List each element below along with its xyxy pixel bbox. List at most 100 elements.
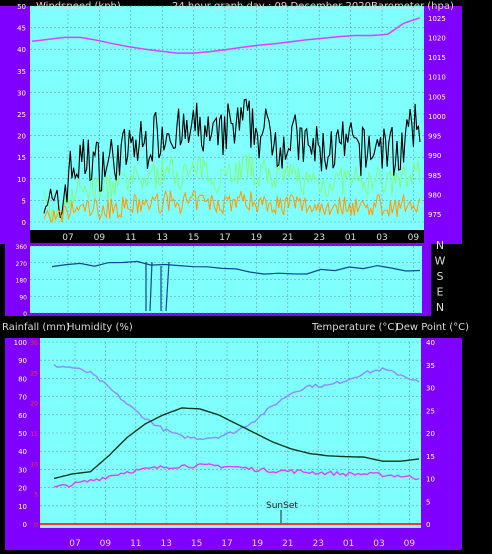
humidity-y-ticks: 0 10 20 30 40 50 60 70 80 90 100 [14,339,27,529]
barometer-y-tick-label: 1010 [428,74,446,82]
wind-y-ticks: 0 5 10 15 20 25 30 35 40 45 50 [17,3,26,227]
barometer-y-tick-label: 995 [428,133,441,141]
rain-y-tick-label: 20 [30,401,38,408]
wind-x-tick-label: 11 [125,233,136,243]
wind-x-tick-label: 07 [62,233,73,243]
direction-gridlines [30,245,422,314]
temperature-axis-panel [421,338,462,550]
humidity-y-tick-label: 90 [18,357,27,365]
barometer-y-tick-label: 975 [428,211,441,219]
humidity-y-tick-label: 20 [18,485,27,493]
wind-x-tick-label: 13 [156,233,167,243]
temp-x-tick-label: 23 [312,539,323,549]
temp-x-tick-label: 09 [404,539,416,549]
sunset-label: SunSet [266,501,298,511]
wind-series [43,98,421,223]
wind-y-tick-label: 30 [17,89,26,97]
temperature-y-tick-label: 30 [426,385,435,393]
temp-series [53,363,420,488]
temperature-y-tick-label: 5 [426,498,430,506]
direction-y-tick-label: 360 [16,244,28,251]
right-axis-panel [424,6,462,244]
wind-direction-swing [149,261,153,312]
wind-y-tick-label: 40 [17,46,26,54]
humidity-y-tick-label: 50 [18,430,27,438]
rain-y-tick-label: 10 [30,461,38,468]
temp-x-ticks: 07 09 11 13 15 17 19 21 23 01 03 09 [69,539,415,549]
left-axis-panel [0,6,30,244]
temperature-line [53,407,420,480]
direction-y-tick-label: 180 [16,278,28,285]
dewpoint-axis-title: Dew Point (°C) [396,322,469,333]
dewpoint-line [53,463,420,488]
compass-label: N [436,239,444,252]
compass-label: S [437,270,444,283]
direction-series [51,260,421,312]
wind-x-tick-label: 01 [345,233,356,243]
temp-x-tick-label: 17 [221,539,232,549]
wind-y-tick-label: 15 [17,154,26,162]
rain-y-tick-label: 15 [30,431,38,438]
barometer-axis-title: Barometer (hpa) [371,1,454,12]
wind-x-tick-label: 21 [282,233,293,243]
wind-x-tick-label: 03 [376,233,387,243]
direction-y-tick-label: 270 [16,261,28,268]
wind-y-tick-label: 10 [17,176,26,184]
humidity-axis-panel [5,338,30,550]
temperature-y-tick-label: 0 [426,521,430,529]
barometer-y-tick-label: 1025 [428,15,446,23]
humidity-axis-title: Humidity (%) [67,322,133,333]
temp-x-axis-panel [40,528,421,550]
barometer-series [31,17,421,54]
humidity-y-tick-label: 100 [14,339,27,347]
barometer-y-tick-label: 1020 [428,34,446,42]
humidity-y-tick-label: 0 [23,521,27,529]
wind-y-tick-label: 35 [17,68,26,76]
direction-y-tick-label: 0 [23,311,27,318]
temperature-axis-title: Temperature (°C) [311,322,398,333]
temp-x-tick-label: 11 [130,539,141,549]
wind-y-tick-label: 50 [17,3,26,11]
windspeed-axis-title: Windspeed (kph) [36,1,121,12]
wind-y-tick-label: 25 [17,111,26,119]
rain-axis-panel [30,338,40,550]
wind-y-tick-label: 5 [22,197,26,205]
wind-x-tick-label: 15 [188,233,199,243]
temp-x-tick-label: 13 [160,539,171,549]
temperature-y-ticks: 0 5 10 15 20 25 30 35 40 [426,339,435,529]
temp-x-tick-label: 21 [282,539,293,549]
rain-y-tick-label: 30 [30,340,38,347]
temp-x-tick-label: 07 [69,539,80,549]
humidity-y-tick-label: 70 [18,394,27,402]
temperature-y-tick-label: 40 [426,339,435,347]
barometer-y-tick-label: 985 [428,172,441,180]
humidity-y-tick-label: 10 [18,503,27,511]
barometer-y-tick-label: 980 [428,192,441,200]
temp-x-tick-label: 19 [252,539,264,549]
windspeed-line [43,98,421,219]
temp-x-tick-label: 01 [343,539,354,549]
chart-title: 24 hour graph day : 09 December 2020 [172,1,371,12]
temp-x-tick-label: 15 [191,539,202,549]
wind-x-tick-label: 09 [94,233,106,243]
direction-y-ticks: 0 90 180 270 360 [16,244,28,318]
temperature-y-tick-label: 20 [426,430,435,438]
wind-y-tick-label: 45 [17,25,26,33]
wind-x-ticks: 07 09 11 13 15 17 19 21 23 01 03 09 [62,233,419,243]
temperature-y-tick-label: 35 [426,362,435,370]
barometer-y-tick-label: 1000 [428,113,446,121]
compass-label: N [436,301,444,314]
wind-average-line [43,154,421,223]
temp-x-tick-label: 09 [100,539,112,549]
wind-x-tick-label: 17 [219,233,230,243]
humidity-y-tick-label: 80 [18,375,27,383]
barometer-y-tick-label: 1015 [428,54,446,62]
humidity-y-tick-label: 30 [18,466,27,474]
humidity-y-tick-label: 40 [18,448,27,456]
wind-gridlines [30,5,424,223]
wind-y-tick-label: 0 [22,219,26,227]
compass-label: E [437,286,444,299]
